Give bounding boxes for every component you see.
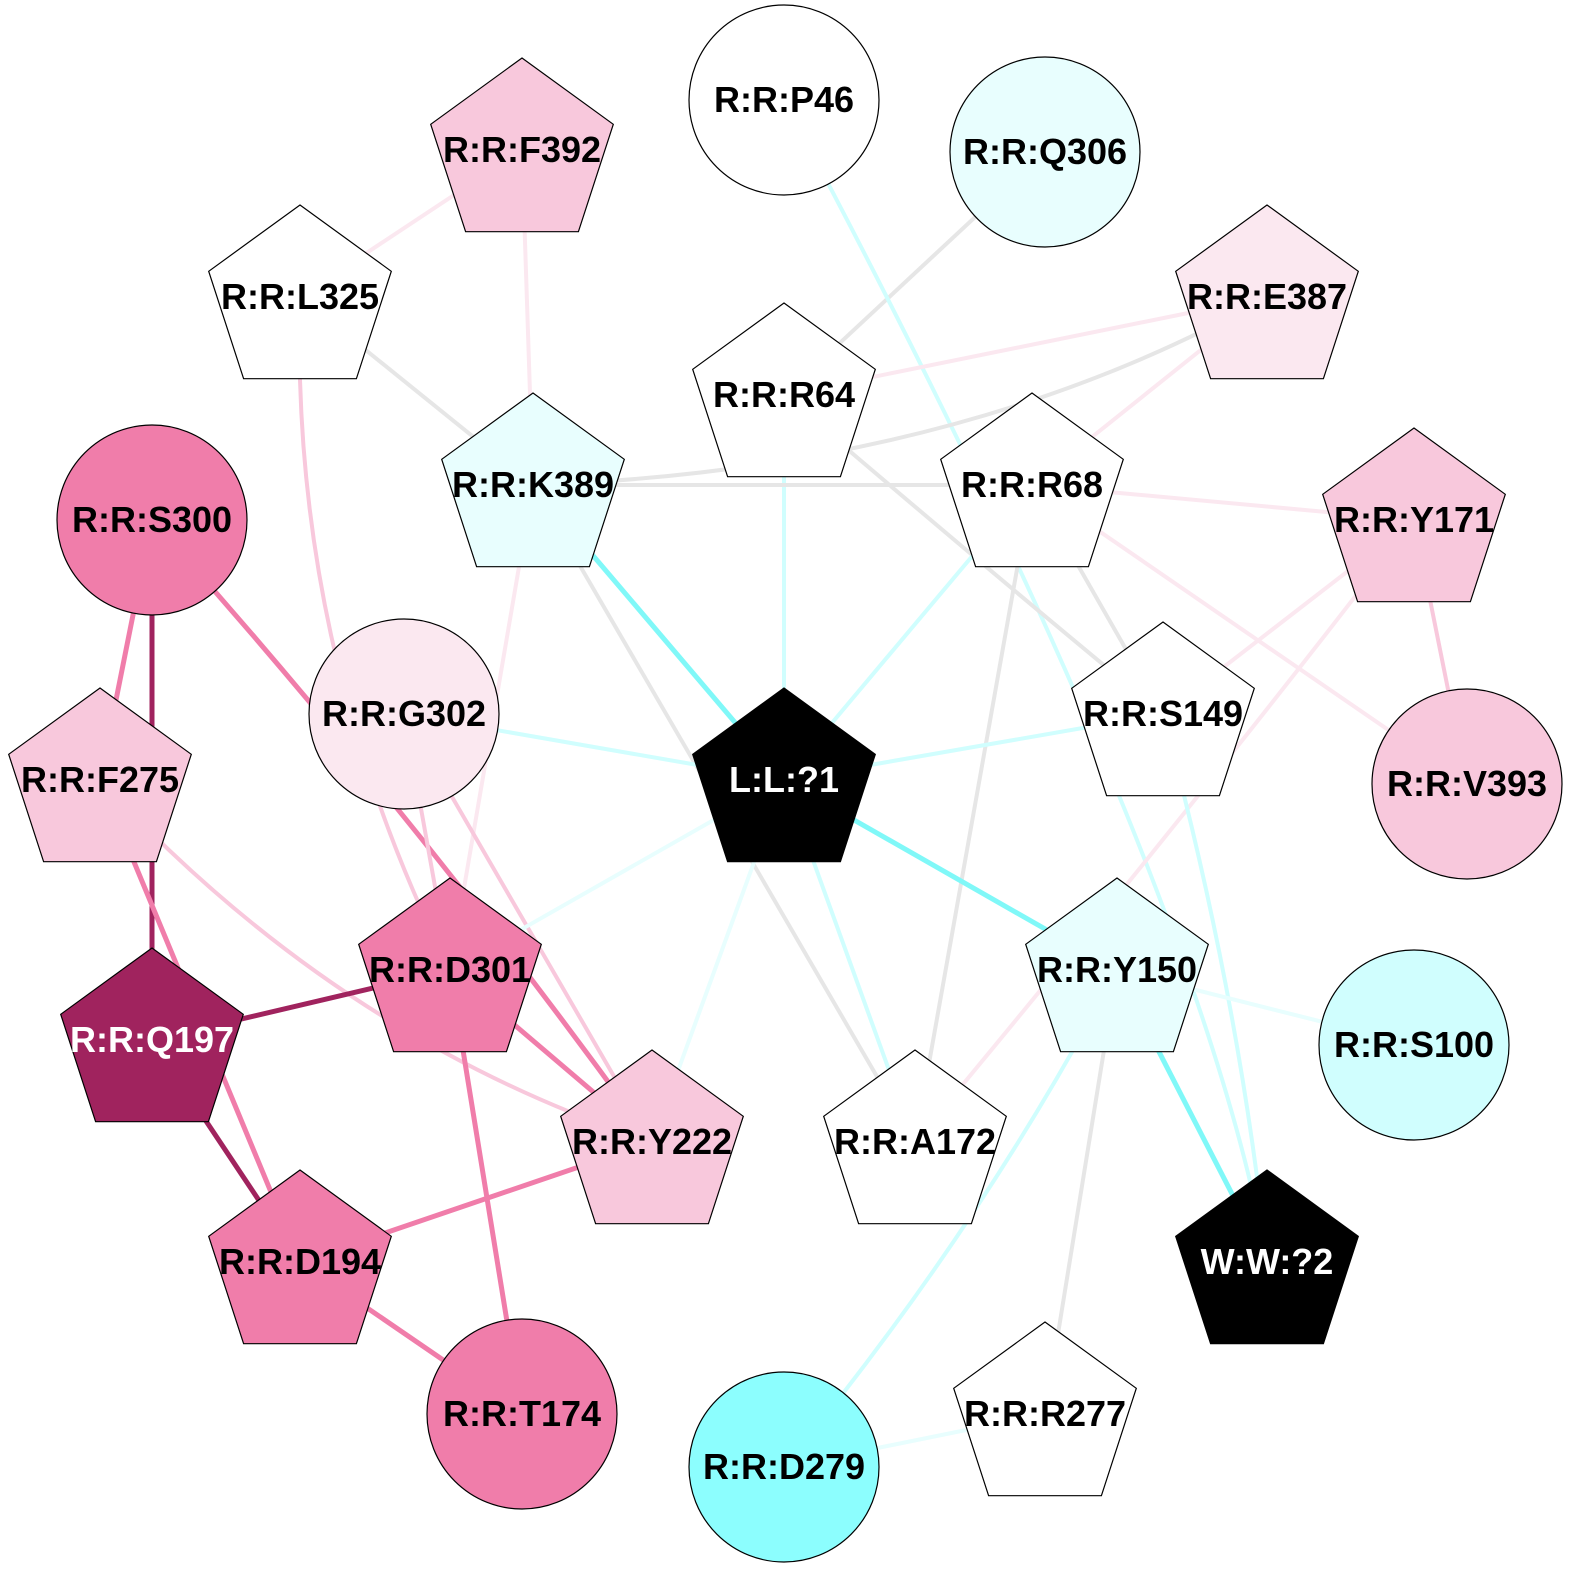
- edge-f275-y222: [98, 778, 653, 1144]
- pentagon-shape: [207, 1169, 393, 1345]
- circle-shape: [56, 424, 248, 616]
- node-d194[interactable]: R:R:D194: [207, 1169, 393, 1345]
- pentagon-shape: [691, 687, 877, 863]
- node-y150[interactable]: R:R:Y150: [1024, 877, 1210, 1053]
- node-y222[interactable]: R:R:Y222: [559, 1049, 745, 1225]
- node-l1[interactable]: L:L:?1: [691, 687, 877, 863]
- node-q197[interactable]: R:R:Q197: [59, 947, 245, 1123]
- pentagon-shape: [691, 302, 877, 478]
- node-label: R:R:Y150: [1037, 949, 1197, 990]
- node-label: R:R:D301: [369, 949, 531, 990]
- node-p46[interactable]: R:R:P46: [688, 4, 880, 196]
- node-label: R:R:D194: [219, 1241, 381, 1282]
- pentagon-shape: [952, 1321, 1138, 1497]
- node-label: R:R:D279: [703, 1446, 865, 1487]
- node-label: R:R:E387: [1187, 276, 1347, 317]
- node-label: R:R:S300: [72, 499, 232, 540]
- pentagon-shape: [822, 1049, 1008, 1225]
- circle-shape: [1371, 688, 1563, 880]
- node-r68[interactable]: R:R:R68: [939, 392, 1125, 568]
- node-label: L:L:?1: [729, 759, 839, 800]
- node-label: R:R:R64: [713, 374, 855, 415]
- node-label: R:R:F392: [443, 129, 601, 170]
- node-s100[interactable]: R:R:S100: [1318, 949, 1510, 1141]
- edge-y171-a172: [913, 518, 1416, 1144]
- pentagon-shape: [440, 392, 626, 568]
- pentagon-shape: [357, 877, 543, 1053]
- node-label: R:R:R68: [961, 464, 1103, 505]
- edge-r68-a172: [913, 484, 1034, 1143]
- node-d301[interactable]: R:R:D301: [357, 877, 543, 1053]
- node-l325[interactable]: R:R:L325: [207, 204, 393, 380]
- node-label: R:R:S100: [1334, 1024, 1494, 1065]
- edge-e387-k389: [532, 295, 1268, 487]
- node-label: R:R:K389: [452, 464, 614, 505]
- pentagon-shape: [207, 204, 393, 380]
- circle-shape: [426, 1318, 618, 1510]
- node-k389[interactable]: R:R:K389: [440, 392, 626, 568]
- node-label: R:R:Q197: [70, 1019, 234, 1060]
- node-v393[interactable]: R:R:V393: [1371, 688, 1563, 880]
- node-label: R:R:Q306: [963, 131, 1127, 172]
- node-layer: R:R:P46 R:R:Q306 R:R:F392 R:R:L325 R:R:E387 R…: [7, 4, 1563, 1563]
- circle-shape: [688, 1371, 880, 1563]
- node-label: R:R:Y222: [572, 1121, 732, 1162]
- circle-shape: [688, 4, 880, 196]
- node-y171[interactable]: R:R:Y171: [1321, 427, 1507, 603]
- node-w2[interactable]: W:W:?2: [1174, 1169, 1360, 1345]
- pentagon-shape: [1321, 427, 1507, 603]
- node-q306[interactable]: R:R:Q306: [949, 56, 1141, 248]
- node-s300[interactable]: R:R:S300: [56, 424, 248, 616]
- pentagon-shape: [1024, 877, 1210, 1053]
- pentagon-shape: [1174, 1169, 1360, 1345]
- pentagon-shape: [1174, 204, 1360, 380]
- circle-shape: [308, 618, 500, 810]
- pentagon-shape: [429, 57, 615, 233]
- pentagon-shape: [59, 947, 245, 1123]
- node-g302[interactable]: R:R:G302: [308, 618, 500, 810]
- circle-shape: [949, 56, 1141, 248]
- edge-s300-y222: [150, 518, 655, 1144]
- node-e387[interactable]: R:R:E387: [1174, 204, 1360, 380]
- node-d279[interactable]: R:R:D279: [688, 1371, 880, 1563]
- node-label: R:R:L325: [221, 276, 379, 317]
- node-f392[interactable]: R:R:F392: [429, 57, 615, 233]
- node-label: R:R:Y171: [1334, 499, 1494, 540]
- node-label: R:R:S149: [1083, 693, 1243, 734]
- node-label: R:R:T174: [443, 1393, 601, 1434]
- node-f275[interactable]: R:R:F275: [7, 687, 193, 863]
- node-label: R:R:F275: [21, 759, 179, 800]
- node-t174[interactable]: R:R:T174: [426, 1318, 618, 1510]
- circle-shape: [1318, 949, 1510, 1141]
- node-label: R:R:G302: [322, 693, 486, 734]
- node-label: W:W:?2: [1201, 1241, 1334, 1282]
- node-label: R:R:V393: [1387, 763, 1547, 804]
- pentagon-shape: [939, 392, 1125, 568]
- pentagon-shape: [559, 1049, 745, 1225]
- node-label: R:R:R277: [964, 1393, 1126, 1434]
- node-a172[interactable]: R:R:A172: [822, 1049, 1008, 1225]
- pentagon-shape: [1070, 621, 1256, 797]
- edge-l325-d301: [297, 296, 452, 971]
- node-label: R:R:A172: [834, 1121, 996, 1162]
- node-label: R:R:P46: [714, 79, 854, 120]
- pentagon-shape: [7, 687, 193, 863]
- node-r277[interactable]: R:R:R277: [952, 1321, 1138, 1497]
- node-r64[interactable]: R:R:R64: [691, 302, 877, 478]
- node-s149[interactable]: R:R:S149: [1070, 621, 1256, 797]
